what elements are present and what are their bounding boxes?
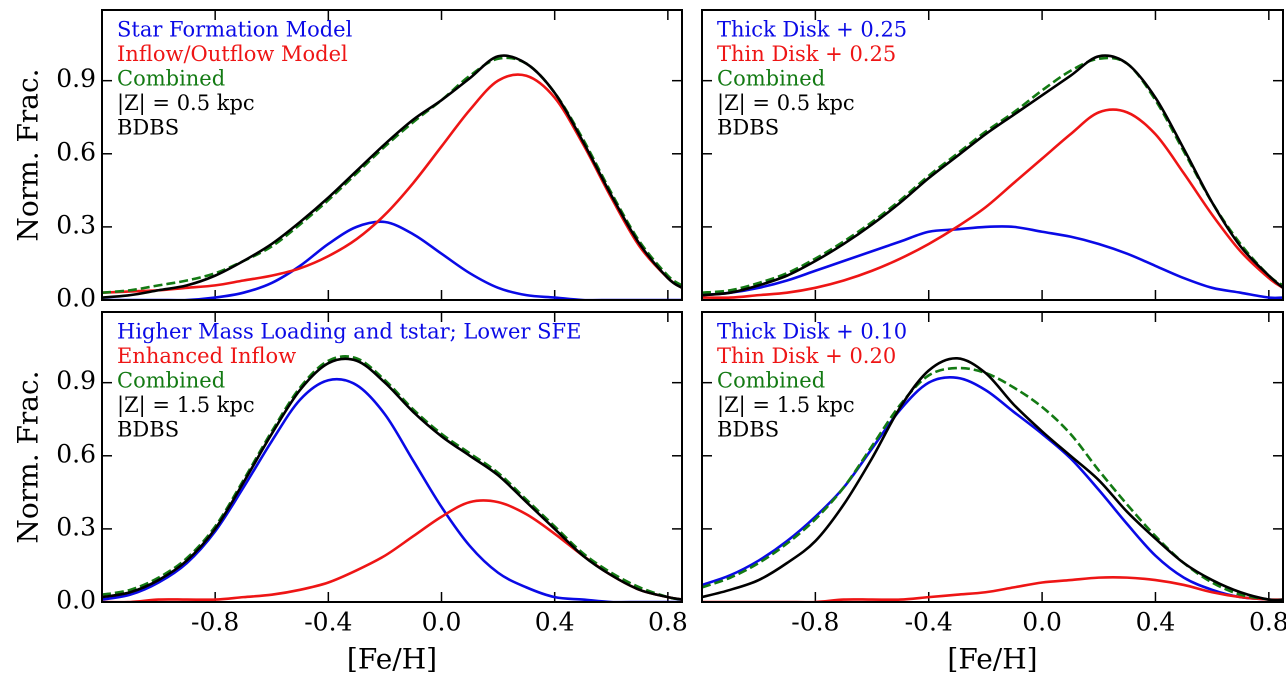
x-tick-label: -0.4 [905,608,953,637]
legend-label: Thin Disk + 0.25 [717,42,896,66]
legend-label: Enhanced Inflow [117,344,296,368]
data-line [702,54,1283,297]
data-line [102,377,682,602]
x-axis-label: [Fe/H] [947,643,1037,676]
y-tick-label: 0.3 [56,210,96,239]
data-line [702,225,1283,300]
data-line [102,355,682,601]
x-tick-label: 0.0 [1022,608,1062,637]
x-tick-label: -0.4 [304,608,352,637]
data-line [702,357,1283,602]
y-tick-label: 0.9 [56,64,96,93]
legend-label: Inflow/Outflow Model [117,42,348,66]
plot-lines [702,357,1283,602]
legend-label: Star Formation Model [117,18,353,42]
x-tick-label: 0.8 [1249,608,1286,637]
x-tick-label: -0.8 [191,608,239,637]
y-tick-label: 0.9 [56,366,96,395]
y-tick-label: 0.6 [56,137,96,166]
annotation: |Z| = 0.5 kpc [717,91,855,116]
legend-label: Thin Disk + 0.20 [717,344,896,368]
data-line [702,576,1283,602]
plot-frame [101,9,683,301]
plot-lines [102,355,682,602]
plot-frame [701,311,1284,603]
x-tick-label: -0.8 [791,608,839,637]
annotation: BDBS [717,418,779,442]
y-axis-label: Norm. Frac. [12,68,45,241]
annotation: BDBS [117,116,179,140]
data-line [702,108,1283,300]
annotation: |Z| = 1.5 kpc [117,393,255,418]
data-line [102,54,682,299]
y-tick-label: 0.3 [56,512,96,541]
legend-label: Combined [117,67,225,91]
y-tick-label: 0.6 [56,439,96,468]
data-line [102,499,682,602]
annotation: |Z| = 0.5 kpc [117,91,255,116]
plot-frame [101,311,683,603]
annotation: BDBS [717,116,779,140]
plot-lines [702,54,1283,300]
x-tick-label: 0.4 [1136,608,1176,637]
legend-label: Higher Mass Loading and tstar; Lower SFE [117,320,581,344]
data-line [102,357,682,601]
y-tick-label: 0.0 [56,586,96,615]
annotation: BDBS [117,418,179,442]
x-tick-label: 0.4 [535,608,575,637]
y-axis-label: Norm. Frac. [12,370,45,543]
y-tick-label: 0.0 [56,284,96,313]
panel: -0.8 -0.4 0.0 0.4 0.8 0.0 0.3 0.6 0.9 Higher Mass… [12,311,688,676]
plot-frame [701,9,1284,301]
legend-label: Thick Disk + 0.10 [717,320,907,344]
legend-label: Combined [117,369,225,393]
x-tick-label: 0.8 [648,608,688,637]
legend-label: Combined [717,369,825,393]
data-line [702,376,1283,602]
legend-label: Thick Disk + 0.25 [717,18,907,42]
annotation: |Z| = 1.5 kpc [717,393,855,418]
x-axis-label: [Fe/H] [347,643,437,676]
x-tick-label: 0.0 [422,608,462,637]
legend-label: Combined [717,67,825,91]
panel: 0.0 0.3 0.6 0.9 Star Formation ModelInflow/O… [12,9,683,313]
